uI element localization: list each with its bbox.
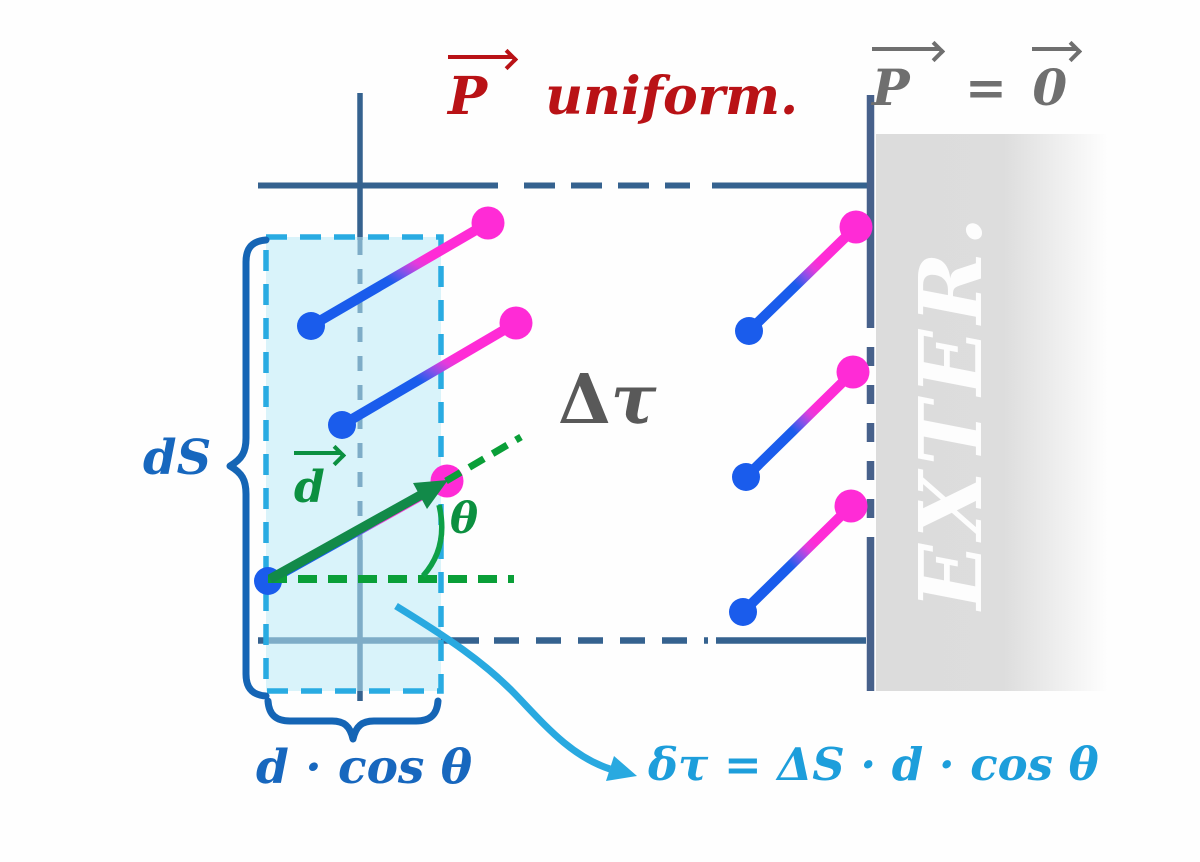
displacement-arrow-shaft	[267, 486, 431, 584]
thickness-label: d · cos θ	[256, 740, 473, 795]
p-vector-symbol: P	[872, 47, 940, 117]
dipole-link	[742, 368, 857, 481]
dipole-negative-charge	[735, 317, 763, 345]
dipole-positive-charge	[471, 206, 505, 240]
exterior-polarization-zero-label: P = 0	[872, 47, 1078, 117]
displacement-construction	[267, 433, 523, 584]
ds-brace	[226, 236, 270, 700]
dipole-negative-charge	[729, 598, 757, 626]
dipole-positive-charge	[834, 489, 868, 523]
exterior-region-band	[876, 134, 1108, 691]
dipole-negative-charge	[328, 411, 356, 439]
p-vector-symbol: P	[448, 55, 514, 127]
vector-arrow-accent	[872, 47, 940, 51]
thickness-underbrace	[264, 697, 442, 743]
volume-element-label: Δτ	[558, 360, 657, 440]
displacement-arrow-head	[413, 480, 448, 509]
dipole-positive-charge	[499, 306, 533, 340]
dipole-link	[745, 223, 860, 335]
formula-callout-arrow	[394, 603, 637, 781]
surface-element-label: dS	[143, 430, 212, 486]
dipole-positive-charge	[836, 355, 870, 389]
dipole-link	[339, 318, 519, 430]
angle-arc	[420, 504, 445, 578]
displacement-extension-dashed-line	[444, 433, 523, 485]
dipole-negative-charge	[297, 312, 325, 340]
braces	[226, 236, 442, 743]
vector-arrow-accent	[448, 55, 514, 59]
displacement-vector-label: d	[294, 451, 341, 513]
zero-vector-symbol: 0	[1032, 47, 1078, 117]
dipole-negative-charge	[732, 463, 760, 491]
dipole-positive-charge	[839, 210, 873, 244]
dipole-link	[308, 218, 491, 331]
polarization-uniform-label: P uniform.	[448, 55, 798, 127]
volume-formula: δτ = ΔS · d · cos θ	[648, 738, 1099, 791]
vector-arrow-accent	[294, 451, 341, 455]
dipole-link	[739, 502, 855, 616]
angle-label: θ	[450, 494, 479, 543]
vector-arrow-accent	[1032, 47, 1078, 51]
d-vector-symbol: d	[294, 451, 341, 513]
